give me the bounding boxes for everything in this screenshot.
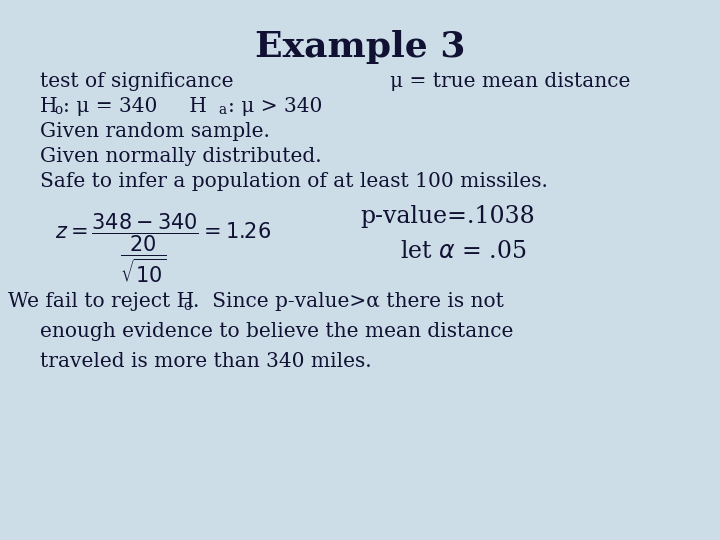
Text: o: o <box>183 299 192 313</box>
Text: μ = true mean distance: μ = true mean distance <box>390 72 631 91</box>
Text: Example 3: Example 3 <box>255 30 465 64</box>
Text: let $\alpha$ = .05: let $\alpha$ = .05 <box>400 240 527 263</box>
Text: test of significance: test of significance <box>40 72 233 91</box>
Text: p-value=.1038: p-value=.1038 <box>360 205 535 228</box>
Text: We fail to reject H: We fail to reject H <box>8 292 194 311</box>
Text: o: o <box>54 103 62 117</box>
Text: Given normally distributed.: Given normally distributed. <box>40 147 322 166</box>
Text: .  Since p-value>α there is not: . Since p-value>α there is not <box>193 292 504 311</box>
Text: Given random sample.: Given random sample. <box>40 122 270 141</box>
Text: Safe to infer a population of at least 100 missiles.: Safe to infer a population of at least 1… <box>40 172 548 191</box>
Text: : μ > 340: : μ > 340 <box>228 97 323 116</box>
Text: traveled is more than 340 miles.: traveled is more than 340 miles. <box>40 352 372 371</box>
Text: H: H <box>40 97 58 116</box>
Text: $z = \dfrac{348-340}{\dfrac{20}{\sqrt{10}}} = 1.26$: $z = \dfrac{348-340}{\dfrac{20}{\sqrt{10… <box>55 212 271 285</box>
Text: a: a <box>218 103 226 117</box>
Text: enough evidence to believe the mean distance: enough evidence to believe the mean dist… <box>40 322 513 341</box>
Text: : μ = 340     H: : μ = 340 H <box>63 97 207 116</box>
